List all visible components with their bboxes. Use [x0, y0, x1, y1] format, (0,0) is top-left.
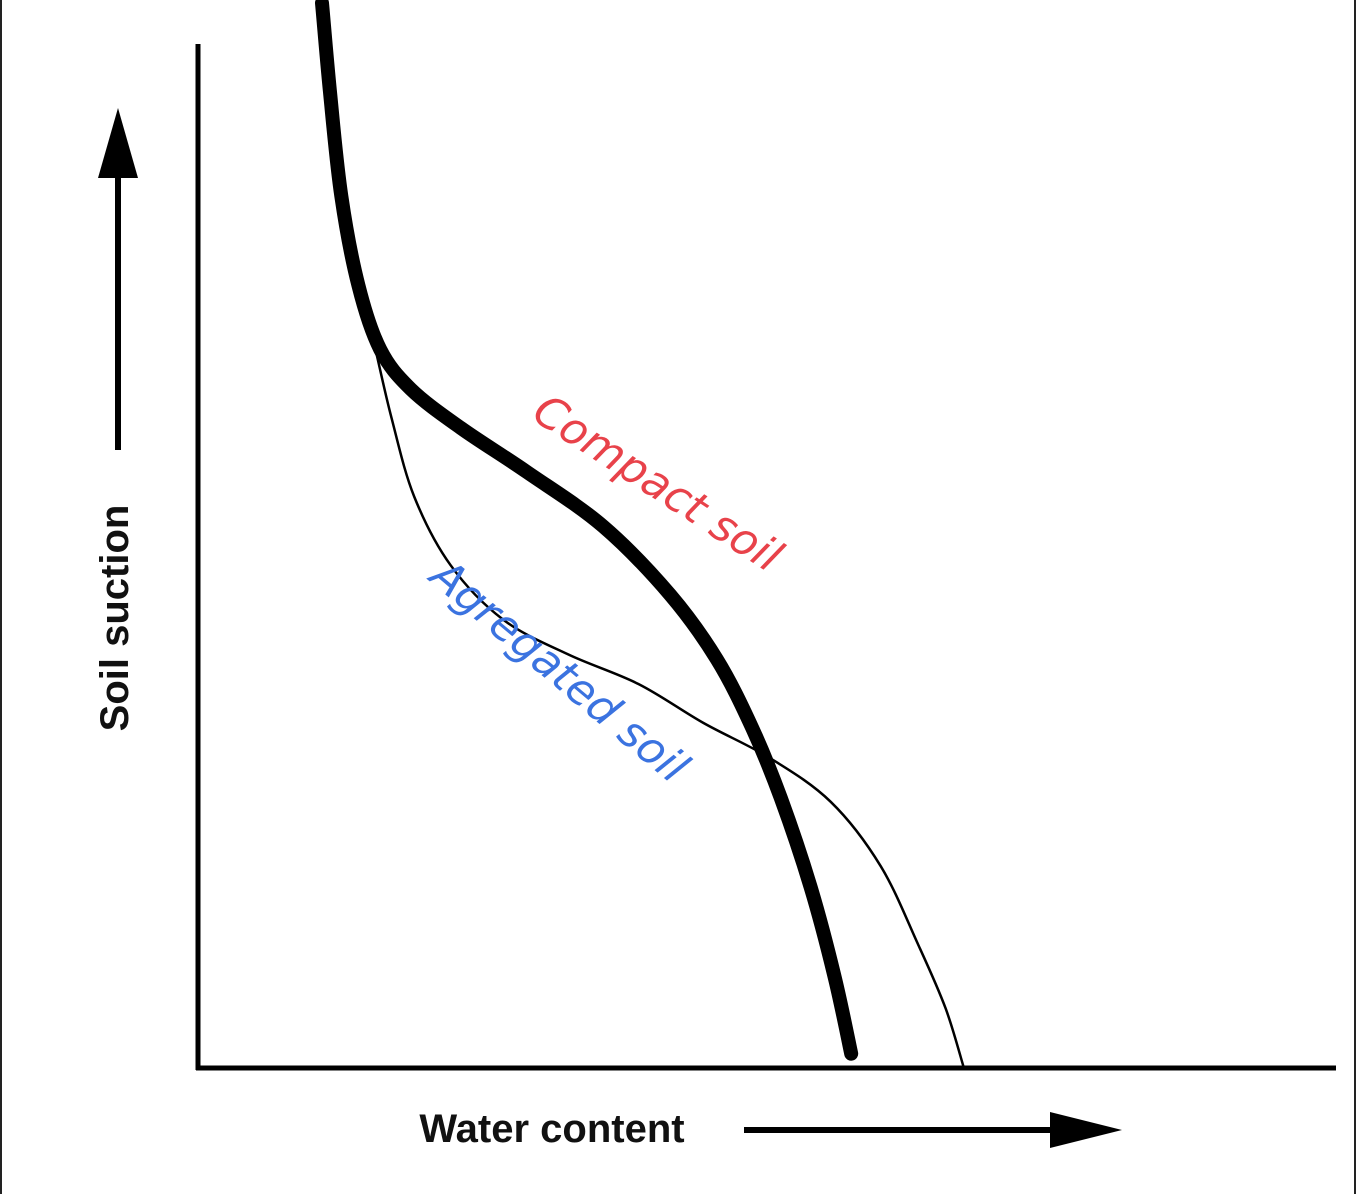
compact-soil-annotation: Compact soil: [524, 384, 792, 582]
x-axis-arrow-head: [1050, 1112, 1122, 1148]
series-layer: [315, 0, 966, 1070]
y-axis-label: Soil suction: [93, 505, 137, 732]
y-axis-arrow-head: [98, 108, 138, 178]
agregated-soil-curve: [340, 195, 966, 1070]
x-axis-label: Water content: [419, 1107, 684, 1151]
